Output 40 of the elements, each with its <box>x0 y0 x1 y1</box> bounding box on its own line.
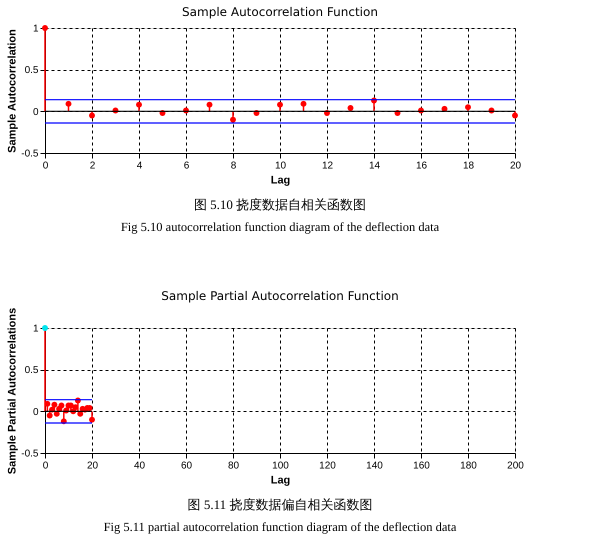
x-tick-label: 14 <box>368 160 380 172</box>
x-tick-label: 60 <box>180 460 192 472</box>
y-tick-label: 1 <box>32 324 39 334</box>
caption: 图 5.11 挠度数据偏自相关函数图 <box>188 497 372 512</box>
x-tick-label: 8 <box>230 160 237 172</box>
x-tick-label: 0 <box>42 160 49 172</box>
x-tick-label: 10 <box>274 160 286 172</box>
x-tick-label: 180 <box>460 460 478 472</box>
y-tick-label: 0 <box>32 106 39 118</box>
x-tick-label: 40 <box>134 460 146 472</box>
x-tick-label: 18 <box>462 160 474 172</box>
x-tick-label: 2 <box>90 160 96 172</box>
chart-title: Sample Autocorrelation Function <box>182 5 378 19</box>
x-tick-label: 20 <box>86 460 98 472</box>
chart-title: Sample Partial Autocorrelation Function <box>161 289 399 304</box>
y-axis-title: Sample Partial Autocorrelations <box>6 308 18 474</box>
x-tick-label: 20 <box>510 160 522 172</box>
x-tick-label: 120 <box>319 460 336 472</box>
x-tick-label: 12 <box>322 160 334 172</box>
x-axis-title: Lag <box>270 174 290 186</box>
x-tick-label: 80 <box>228 460 240 472</box>
y-tick-label: 1 <box>32 24 39 34</box>
x-tick-label: 100 <box>272 460 290 472</box>
x-tick-label: 200 <box>507 460 524 472</box>
x-axis-title: Lag <box>270 474 290 486</box>
caption: 图 5.10 挠度数据自相关函数图 <box>194 197 366 212</box>
y-tick-label: 0.5 <box>24 365 39 376</box>
x-tick-label: 160 <box>413 460 430 472</box>
x-tick-label: 6 <box>184 160 190 172</box>
y-tick-label: 0.5 <box>24 65 39 76</box>
x-tick-label: 0 <box>42 460 49 472</box>
x-tick-label: 16 <box>416 160 428 172</box>
x-tick-label: 4 <box>136 160 143 172</box>
caption: Fig 5.10 autocorrelation function diagram of the deflection data <box>120 220 440 234</box>
y-tick-label: -0.5 <box>21 448 39 460</box>
y-axis-title: Sample Autocorrelation <box>6 28 18 153</box>
y-tick-label: -0.5 <box>21 148 39 160</box>
x-tick-label: 140 <box>366 460 384 472</box>
y-tick-label: 0 <box>32 406 39 418</box>
caption: Fig 5.11 partial autocorrelation function diagram of the deflection data <box>104 520 457 534</box>
